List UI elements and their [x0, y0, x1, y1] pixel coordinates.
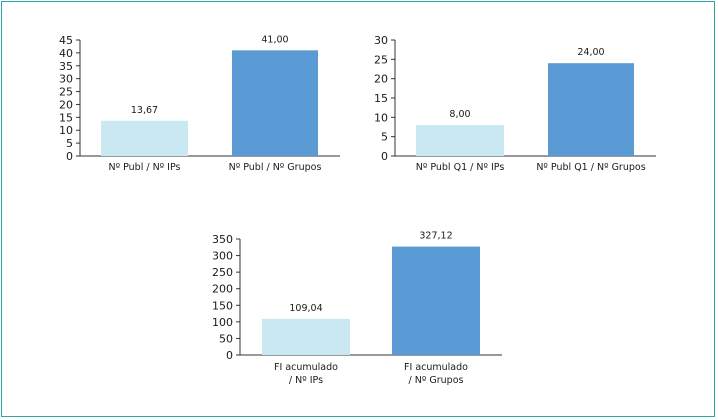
y-tick-label: 45: [59, 34, 73, 47]
category-label: FI acumulado / Nº IPs: [274, 362, 338, 386]
y-tick-label: 15: [59, 111, 73, 124]
category-label: FI acumulado / Nº Grupos: [404, 362, 468, 386]
category-label: Nº Publ Q1 / Nº Grupos: [536, 162, 645, 173]
category-label: Nº Publ / Nº Grupos: [229, 162, 322, 173]
y-tick-label: 0: [381, 150, 388, 163]
y-tick-label: 0: [226, 349, 233, 362]
category-label: Nº Publ / Nº IPs: [108, 162, 180, 173]
y-tick-label: 35: [59, 60, 73, 73]
bar-value-label: 327,12: [419, 231, 452, 242]
y-tick-label: 250: [212, 266, 233, 279]
bar-value-label: 8,00: [449, 109, 470, 120]
y-tick-label: 40: [59, 47, 73, 60]
y-tick-label: 15: [374, 92, 388, 105]
y-tick-label: 300: [212, 250, 233, 263]
y-tick-label: 10: [374, 111, 388, 124]
chart-2: 0 5 10 15 20 25 30 8,00 Nº Publ Q1 / Nº IPs 24,00…: [374, 34, 656, 173]
bar: [232, 50, 318, 156]
y-tick-label: 30: [374, 34, 388, 47]
y-tick-label: 100: [212, 316, 233, 329]
bar: [416, 125, 504, 156]
bar-value-label: 24,00: [577, 47, 604, 58]
y-tick-label: 25: [374, 53, 388, 66]
y-tick-label: 200: [212, 283, 233, 296]
bar-value-label: 13,67: [131, 105, 158, 116]
y-tick-label: 5: [381, 131, 388, 144]
y-tick-label: 350: [212, 233, 233, 246]
bar: [548, 63, 634, 157]
bar-value-label: 109,04: [289, 303, 322, 314]
y-tick-label: 20: [59, 98, 73, 111]
y-tick-label: 50: [219, 332, 233, 345]
y-tick-label: 0: [66, 150, 73, 163]
bar: [392, 246, 480, 355]
category-label: Nº Publ Q1 / Nº IPs: [416, 162, 505, 173]
y-tick-label: 150: [212, 299, 233, 312]
bar: [101, 120, 188, 156]
chart-3: 0 50 100 150 200 250 300 350 109,04 FI acumulado /…: [212, 231, 502, 386]
y-tick-label: 5: [66, 137, 73, 150]
y-tick-label: 25: [59, 86, 73, 99]
y-tick-label: 10: [59, 124, 73, 137]
bar-value-label: 41,00: [261, 34, 288, 45]
y-tick-label: 30: [59, 73, 73, 86]
bar: [262, 318, 350, 355]
y-tick-label: 20: [374, 73, 388, 86]
